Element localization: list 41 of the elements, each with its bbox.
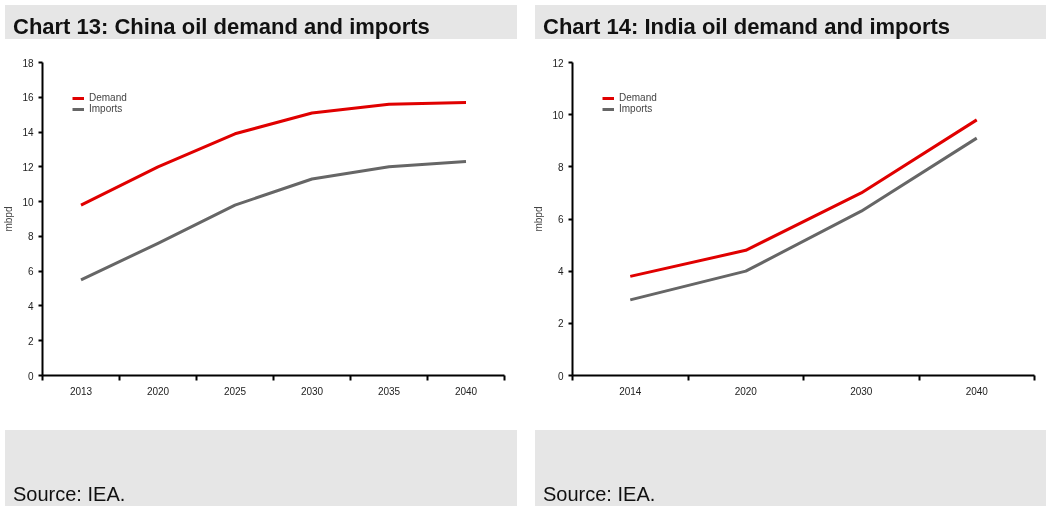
y-tick-label: 10 <box>552 109 564 121</box>
x-tick-label: 2040 <box>454 385 478 397</box>
y-tick-label: 12 <box>22 161 34 173</box>
line-series <box>628 118 979 278</box>
y-tick-label: 8 <box>27 231 34 243</box>
chart-title: Chart 14: India oil demand and imports <box>543 13 951 41</box>
y-tick-label: 0 <box>557 370 564 382</box>
y-tick-label: 2 <box>27 335 34 347</box>
y-tick-label: 12 <box>552 57 564 69</box>
x-tick-label: 2040 <box>965 385 989 397</box>
x-tick-label: 2020 <box>734 385 758 397</box>
legend-label: Imports <box>619 103 653 114</box>
y-tick-label: 10 <box>22 196 34 208</box>
y-axis-title: mbpd <box>533 206 545 232</box>
x-tick-label: 2020 <box>146 385 170 397</box>
source-note: Source: IEA. <box>543 482 656 507</box>
x-tick-label: 2030 <box>850 385 873 397</box>
x-tick-label: 2030 <box>300 385 324 397</box>
y-tick-label: 16 <box>22 92 34 104</box>
legend-label: Demand <box>619 92 657 103</box>
y-axis-title: mbpd <box>3 206 15 232</box>
y-tick-label: 6 <box>557 214 564 225</box>
x-tick-label: 2025 <box>223 385 247 397</box>
line-series <box>79 160 468 282</box>
line-series <box>79 100 468 207</box>
y-tick-label: 0 <box>27 370 34 382</box>
source-note: Source: IEA. <box>13 482 126 507</box>
x-tick-label: 2035 <box>377 385 401 397</box>
chart-title: Chart 13: China oil demand and imports <box>13 13 430 41</box>
y-tick-label: 18 <box>22 57 34 69</box>
x-tick-label: 2013 <box>69 385 93 397</box>
y-tick-label: 6 <box>27 266 34 278</box>
legend-label: Demand <box>89 92 127 103</box>
x-tick-label: 2014 <box>619 385 642 397</box>
y-tick-label: 14 <box>22 127 34 139</box>
y-tick-label: 4 <box>557 266 564 278</box>
y-tick-label: 2 <box>557 318 564 330</box>
y-tick-label: 4 <box>27 300 34 312</box>
y-tick-label: 8 <box>557 161 564 173</box>
line-series <box>628 136 979 302</box>
legend-label: Imports <box>89 103 123 114</box>
